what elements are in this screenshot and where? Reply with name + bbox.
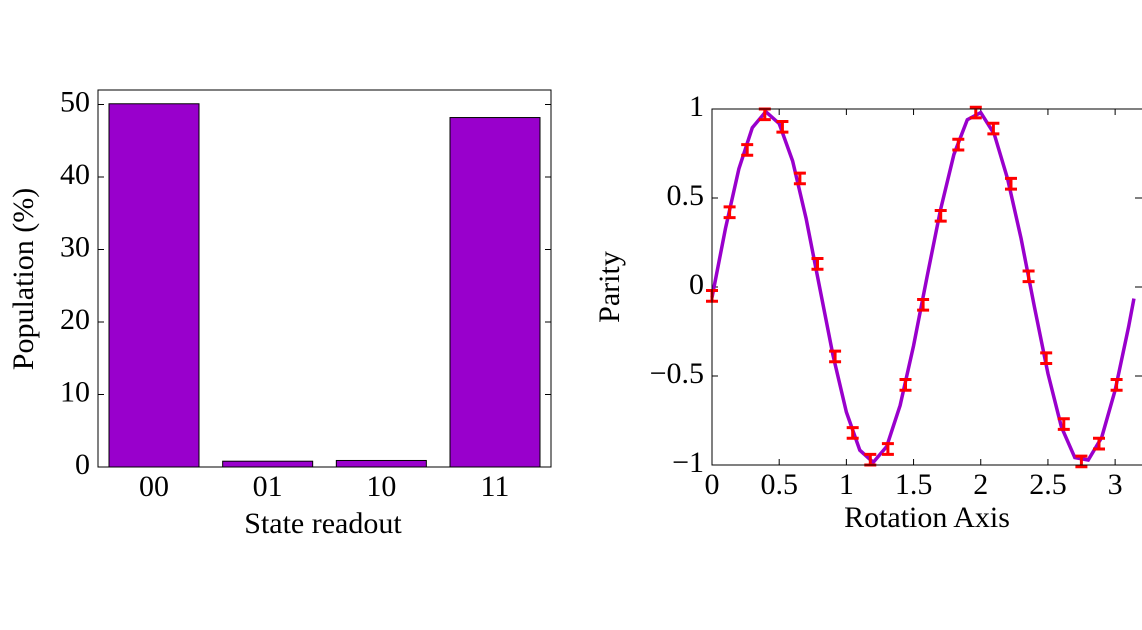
y-tick-label: 20 xyxy=(60,303,90,336)
error-bar xyxy=(741,143,754,157)
error-bar xyxy=(1057,417,1070,431)
y-tick-label: −0.5 xyxy=(650,357,704,390)
x-tick-label: 0 xyxy=(705,468,720,501)
y-tick-label: 0.5 xyxy=(667,179,705,212)
plot-frame xyxy=(711,108,1142,466)
x-tick-label: 2.5 xyxy=(1029,468,1067,501)
error-bar xyxy=(1040,351,1053,366)
x-tick-label: 0.5 xyxy=(760,468,798,501)
error-bar xyxy=(1093,436,1105,451)
x-tick-label: 10 xyxy=(366,470,396,503)
x-tick-label: 00 xyxy=(139,470,169,503)
y-tick-label: 10 xyxy=(60,375,90,408)
y-tick-label: 0 xyxy=(75,448,90,481)
plot-frame xyxy=(97,89,552,468)
x-tick-label: 01 xyxy=(253,470,283,503)
error-bar xyxy=(881,442,894,456)
error-bar xyxy=(917,297,930,312)
x-axis-label: Rotation Axis xyxy=(844,501,1010,534)
error-bar xyxy=(1022,269,1035,284)
error-bar xyxy=(1110,378,1123,392)
y-tick-label: 50 xyxy=(60,85,90,118)
fit-line xyxy=(710,109,1136,465)
bar xyxy=(222,460,314,468)
y-tick-label: 0 xyxy=(689,268,704,301)
error-bar xyxy=(952,137,965,152)
x-tick-label: 2 xyxy=(973,468,988,501)
error-bar xyxy=(776,119,789,134)
error-bar xyxy=(1004,176,1017,191)
error-bar xyxy=(846,426,859,440)
bar xyxy=(449,117,541,468)
error-bar xyxy=(899,378,912,392)
error-bar xyxy=(811,257,824,271)
bar xyxy=(335,459,427,468)
x-tick-label: 3 xyxy=(1108,468,1123,501)
x-tick-label: 1 xyxy=(839,468,854,501)
y-tick-label: 40 xyxy=(60,158,90,191)
error-bar xyxy=(793,171,806,186)
bar xyxy=(108,103,200,468)
y-tick-label: 1 xyxy=(689,90,704,123)
error-bar xyxy=(829,349,842,364)
x-axis-label: State readout xyxy=(244,507,402,540)
y-axis-label: Parity xyxy=(593,251,626,323)
error-bar xyxy=(987,121,1000,136)
y-tick-label: −1 xyxy=(672,446,704,479)
x-tick-label: 11 xyxy=(481,470,510,503)
y-tick-label: 30 xyxy=(60,230,90,263)
x-tick-label: 1.5 xyxy=(895,468,933,501)
error-bar xyxy=(723,205,736,220)
error-bar xyxy=(934,208,947,223)
y-axis-label: Population (%) xyxy=(7,188,40,370)
